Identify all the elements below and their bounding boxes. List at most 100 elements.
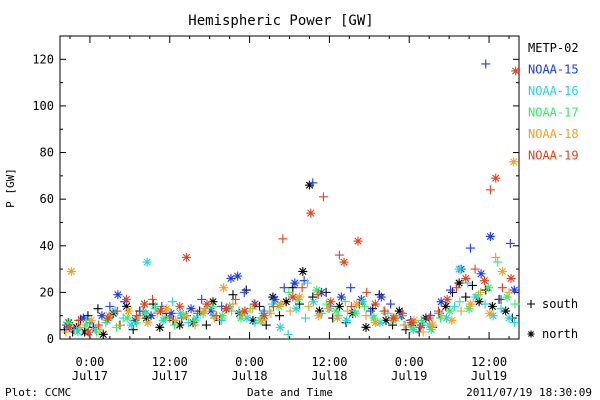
data-point-north	[454, 278, 464, 288]
data-point-north	[141, 308, 151, 318]
data-point-south	[493, 257, 503, 267]
data-point-south	[360, 301, 370, 311]
y-axis-label: P [GW]	[4, 168, 17, 208]
x-tick-time-label: 0:00	[75, 355, 104, 369]
series-noaa-19	[64, 66, 521, 337]
data-point-north	[312, 285, 322, 295]
data-point-south	[323, 304, 333, 314]
data-point-north	[290, 278, 300, 288]
data-point-south	[217, 315, 227, 325]
data-point-north	[291, 304, 301, 314]
data-point-north	[181, 252, 191, 262]
data-point-north	[298, 266, 308, 276]
data-point-north	[103, 313, 113, 323]
data-point-north	[388, 313, 398, 323]
data-point-north	[126, 320, 136, 330]
data-point-south	[190, 320, 200, 330]
data-point-north	[166, 308, 176, 318]
y-tick-label: 0	[47, 332, 54, 346]
data-point-south	[437, 311, 447, 321]
series-noaa-15	[62, 59, 519, 335]
data-point-north	[376, 292, 386, 302]
data-point-north	[81, 320, 91, 330]
data-point-north	[188, 318, 198, 328]
data-point-north	[86, 315, 96, 325]
y-axis: 0 20 40 60 80 100 120	[32, 52, 519, 346]
x-tick-date-label: Jul18	[232, 369, 268, 383]
data-point-north	[476, 269, 486, 279]
data-point-south	[275, 311, 285, 321]
legend-entry: NOAA-17	[528, 106, 579, 120]
data-point-south	[398, 308, 408, 318]
data-point-south	[334, 250, 344, 260]
data-point-north	[428, 320, 438, 330]
data-point-north	[487, 301, 497, 311]
data-point-south	[340, 297, 350, 307]
data-point-north	[124, 306, 134, 316]
data-point-north	[161, 304, 171, 314]
data-point-south	[300, 313, 310, 323]
data-point-south	[366, 306, 376, 316]
data-point-north	[353, 236, 363, 246]
data-point-south	[197, 294, 207, 304]
y-tick-label: 20	[40, 285, 54, 299]
data-point-south	[201, 320, 211, 330]
x-tick-time-label: 0:00	[395, 355, 424, 369]
data-point-south	[480, 299, 490, 309]
data-point-north	[436, 297, 446, 307]
data-point-south	[416, 322, 426, 332]
data-point-north	[465, 299, 475, 309]
data-point-south	[505, 238, 515, 248]
data-point-north	[326, 297, 336, 307]
data-point-south	[318, 192, 328, 202]
data-point-south	[61, 327, 71, 337]
data-point-north	[122, 294, 132, 304]
x-axis: 0:00Jul1712:00Jul170:00Jul1812:00Jul180:…	[69, 36, 510, 383]
data-point-north	[233, 271, 243, 281]
data-point-north	[424, 313, 434, 323]
data-point-north	[316, 287, 326, 297]
data-point-north	[143, 318, 153, 328]
data-point-north	[63, 318, 73, 328]
data-point-south	[95, 325, 105, 335]
data-point-north	[509, 285, 519, 295]
data-point-north	[332, 313, 342, 323]
data-point-north	[202, 299, 212, 309]
data-point-north	[334, 301, 344, 311]
data-point-south	[465, 243, 475, 253]
data-point-north	[442, 294, 452, 304]
data-point-south	[380, 306, 390, 316]
data-point-north	[155, 322, 165, 332]
data-point-south	[265, 306, 275, 316]
data-point-north	[259, 311, 269, 321]
data-point-south	[504, 287, 514, 297]
data-point-south	[461, 292, 471, 302]
data-point-north	[483, 283, 493, 293]
marker-legend-label: north	[542, 327, 578, 341]
data-point-south	[133, 313, 143, 323]
y-tick-label: 60	[40, 192, 54, 206]
data-point-south	[193, 308, 203, 318]
data-point-south	[151, 301, 161, 311]
data-point-north	[304, 180, 314, 190]
data-point-north	[258, 308, 268, 318]
data-point-south	[285, 306, 295, 316]
data-point-north	[191, 313, 201, 323]
data-point-north	[511, 66, 521, 76]
data-point-south	[362, 287, 372, 297]
legend-entry: NOAA-18	[528, 127, 579, 141]
data-point-south	[132, 311, 141, 321]
data-point-south	[470, 264, 480, 274]
data-point-south	[279, 283, 289, 293]
data-point-south	[475, 287, 485, 297]
data-point-north	[314, 306, 324, 316]
data-point-south	[267, 299, 277, 309]
data-point-north	[485, 231, 495, 241]
marker-legend-label: south	[542, 297, 578, 311]
data-point-south	[247, 304, 257, 314]
data-point-south	[496, 304, 506, 314]
data-point-south	[209, 313, 219, 323]
data-point-north	[504, 313, 514, 323]
data-point-north	[122, 313, 132, 323]
data-point-north	[394, 306, 404, 316]
